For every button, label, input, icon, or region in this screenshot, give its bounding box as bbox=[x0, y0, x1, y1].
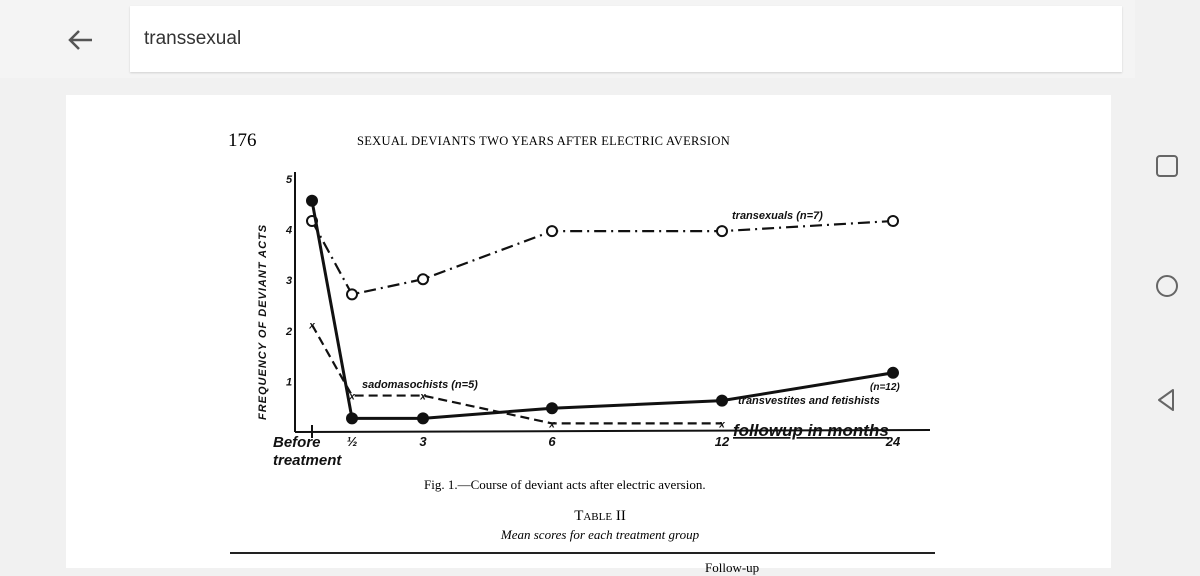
document-page bbox=[66, 95, 1111, 568]
series-line-1 bbox=[310, 200, 894, 420]
search-input[interactable]: transsexual bbox=[130, 6, 1122, 72]
data-point bbox=[417, 273, 429, 286]
table-subtitle: Mean scores for each treatment group bbox=[500, 527, 700, 542]
x-tick-treatment: treatment bbox=[273, 452, 342, 469]
circle-home-icon[interactable] bbox=[1153, 272, 1181, 300]
legend-sadomasochists: sadomasochists (n=5) bbox=[362, 379, 478, 391]
search-query: transsexual bbox=[144, 28, 242, 49]
x-axis bbox=[294, 429, 931, 433]
triangle-back-icon[interactable] bbox=[1153, 386, 1181, 414]
table-header-followup: Follow-up bbox=[705, 560, 760, 575]
data-point bbox=[346, 412, 358, 425]
data-point bbox=[887, 366, 899, 379]
series-line-2 bbox=[311, 324, 722, 425]
x-tick-label: 12 bbox=[715, 434, 730, 449]
y-tick-label: 1 bbox=[286, 376, 292, 388]
data-point bbox=[546, 402, 558, 415]
data-point bbox=[546, 225, 558, 238]
y-axis-label: FREQUENCY OF DEVIANT ACTS bbox=[257, 224, 269, 420]
arrow-left-icon[interactable] bbox=[62, 22, 98, 58]
table-title: Table II bbox=[574, 508, 626, 524]
app-bar: transsexual bbox=[0, 0, 1135, 78]
y-tick-label: 4 bbox=[285, 225, 292, 237]
data-point bbox=[306, 194, 318, 207]
data-point bbox=[417, 412, 429, 425]
data-point bbox=[716, 394, 728, 407]
system-nav-bar bbox=[1135, 0, 1200, 568]
legend-tf-n: (n=12) bbox=[870, 382, 900, 393]
x-tick-label: 24 bbox=[885, 434, 901, 449]
series-line-0 bbox=[311, 219, 894, 296]
figure-caption: Fig. 1.—Course of deviant acts after ele… bbox=[424, 477, 706, 492]
data-point bbox=[716, 225, 728, 238]
page-number: 176 bbox=[228, 130, 257, 151]
running-head: SEXUAL DEVIANTS TWO YEARS AFTER ELECTRIC… bbox=[357, 134, 731, 148]
legend-transvestites: transvestites and fetishists bbox=[738, 395, 880, 407]
data-point bbox=[346, 288, 358, 301]
y-tick-label: 5 bbox=[286, 174, 293, 186]
x-axis-label: followup in months bbox=[733, 421, 889, 440]
data-point-x: x bbox=[718, 419, 725, 430]
y-tick-label: 2 bbox=[285, 326, 292, 338]
table-rule bbox=[230, 552, 935, 554]
x-tick-label: 6 bbox=[548, 434, 556, 449]
x-tick-label: 3 bbox=[419, 434, 427, 449]
data-point-x: x bbox=[419, 392, 426, 403]
legend-transexuals: transexuals (n=7) bbox=[732, 210, 823, 222]
y-tick-label: 3 bbox=[286, 275, 292, 287]
data-point bbox=[887, 215, 899, 228]
x-tick-label: ½ bbox=[347, 434, 358, 449]
x-tick-before: Before bbox=[273, 434, 321, 451]
data-point-x: x bbox=[548, 419, 555, 430]
data-point-x: x bbox=[348, 392, 355, 403]
data-point-x: x bbox=[308, 321, 315, 332]
square-recents-icon[interactable] bbox=[1153, 152, 1181, 180]
